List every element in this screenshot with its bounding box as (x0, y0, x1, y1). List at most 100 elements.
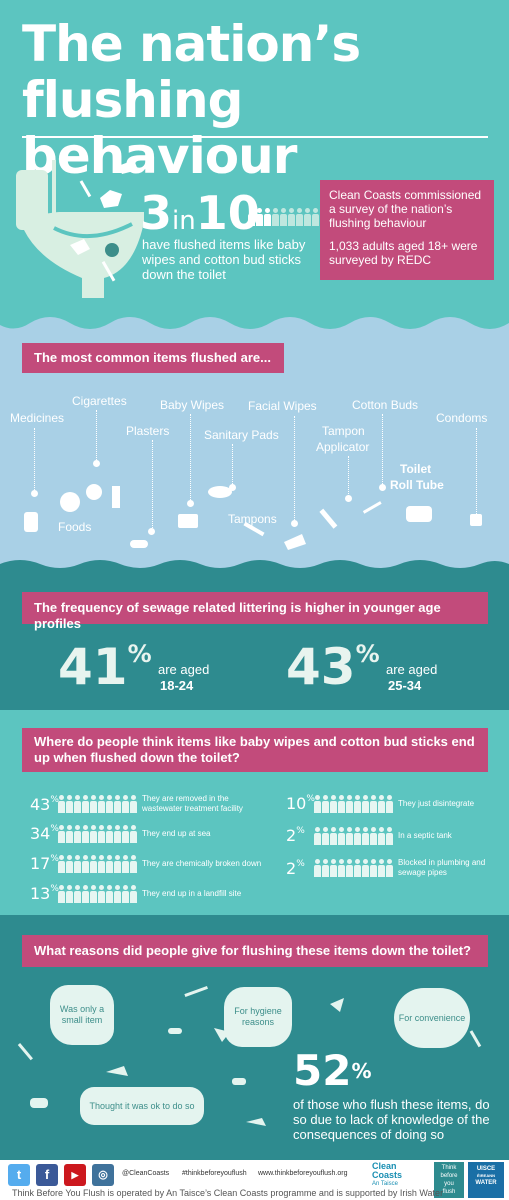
person-icon (330, 859, 337, 877)
logo-you: you (444, 1181, 454, 1187)
sanitary-pad-icon (208, 486, 232, 498)
age-range-2-label: are aged (386, 662, 438, 677)
people-icon-row (58, 824, 137, 843)
title-divider (22, 136, 488, 138)
people-icon-row (314, 794, 393, 813)
person-icon (322, 859, 329, 877)
logo-uisce: UISCE (476, 1166, 496, 1172)
item-connector (232, 444, 233, 486)
item-dot (93, 460, 100, 467)
end-up-pct-value: 2 (286, 826, 297, 845)
item-connector (152, 440, 153, 528)
person-icon (288, 208, 295, 226)
age-pct-2-sign: % (355, 640, 380, 668)
end-up-pct-value: 10 (286, 794, 307, 813)
end-up-heading: Where do people think items like baby wi… (22, 728, 488, 772)
people-icon-row (248, 208, 327, 226)
items-heading: The most common items flushed are... (22, 343, 284, 373)
end-up-pct-value: 13 (30, 884, 51, 903)
item-dot (345, 495, 352, 502)
medicine-bottle-icon (24, 512, 38, 532)
footer-hashtag[interactable]: #thinkbeforeyouflush (182, 1170, 247, 1177)
person-icon (98, 884, 105, 903)
survey-box: Clean Coasts commissioned a survey of th… (320, 180, 494, 280)
person-icon (74, 824, 81, 843)
reasons-illustrations (17, 985, 482, 1126)
person-icon (82, 795, 89, 813)
person-icon (362, 794, 369, 813)
person-icon (296, 208, 303, 226)
item-connector (96, 410, 97, 462)
person-icon (58, 884, 65, 903)
footer-handle[interactable]: @CleanCoasts (122, 1170, 170, 1177)
intro-section: The nation’s flushing behaviour 3in10 (0, 0, 509, 315)
item-connector (294, 416, 295, 520)
person-icon (264, 208, 271, 226)
end-up-pct: 2% (286, 859, 314, 878)
end-up-row: 43% They are removed in the wastewater t… (30, 794, 262, 814)
reasons-stat-value: 52 (293, 1046, 352, 1095)
person-icon (58, 795, 65, 813)
person-icon (370, 826, 377, 845)
person-icon (106, 795, 113, 813)
items-illustrations (24, 484, 482, 550)
age-range-1-value: 18-24 (160, 678, 194, 693)
logo-an-taisce: An Taisce (372, 1181, 398, 1187)
item-label-applicator: Applicator (316, 440, 370, 454)
logo-before: before (440, 1173, 458, 1179)
person-icon (58, 854, 65, 873)
reasons-stat-text: of those who flush these items, do so du… (293, 1097, 490, 1142)
end-up-row: 2% In a septic tank (286, 826, 498, 845)
item-dot (31, 490, 38, 497)
applicator-icon (469, 1030, 482, 1048)
person-icon (82, 884, 89, 903)
item-dot (291, 520, 298, 527)
person-icon (130, 884, 137, 903)
person-icon (338, 859, 345, 877)
person-icon (346, 826, 353, 845)
baby-wipes-icon (178, 514, 198, 528)
cotton-bud-icon (17, 1043, 33, 1061)
wave-divider (0, 560, 509, 574)
wave-divider (0, 313, 509, 329)
person-icon (114, 824, 121, 843)
item-label-plasters: Plasters (126, 424, 170, 438)
facebook-icon[interactable]: f (36, 1164, 58, 1186)
item-label-toilet: Toilet (400, 462, 432, 476)
age-pct-2-value: 43 (286, 638, 356, 696)
end-up-pct-value: 43 (30, 794, 51, 814)
person-icon (114, 795, 121, 813)
footer-url[interactable]: www.thinkbeforeyouflush.org (258, 1170, 348, 1177)
reason-bubble: For convenience (394, 988, 470, 1048)
end-up-pct-sign: % (296, 858, 305, 869)
tampon-icon (243, 521, 265, 537)
person-icon (74, 884, 81, 903)
person-icon (272, 208, 279, 226)
people-icon-row (58, 854, 137, 873)
youtube-icon[interactable]: ▶ (64, 1164, 86, 1186)
item-connector (34, 428, 35, 490)
toilet-roll-icon (30, 1098, 48, 1108)
twitter-icon[interactable]: t (8, 1164, 30, 1186)
flushed-text: have flushed items like baby wipes and c… (142, 237, 306, 282)
person-icon (354, 859, 361, 877)
item-label-baby-wipes: Baby Wipes (160, 398, 225, 412)
item-label-facial-wipes: Facial Wipes (248, 399, 317, 413)
person-icon (130, 854, 137, 873)
person-icon (90, 795, 97, 813)
person-icon (90, 884, 97, 903)
person-icon (330, 826, 337, 845)
item-connector (476, 428, 477, 516)
person-icon (338, 826, 345, 845)
stat-word-in: in (172, 206, 196, 236)
person-icon (354, 826, 361, 845)
age-range-1-label: are aged (158, 662, 210, 677)
person-icon (378, 794, 385, 813)
person-icon (82, 854, 89, 873)
title-line-1: The nation’s (22, 15, 361, 73)
instagram-icon[interactable]: ◎ (92, 1164, 114, 1186)
reasons-heading: What reasons did people give for flushin… (22, 935, 488, 967)
footer: t f ▶ ◎ @CleanCoasts #thinkbeforeyouflus… (0, 1160, 509, 1200)
facial-wipe-icon (284, 534, 306, 550)
